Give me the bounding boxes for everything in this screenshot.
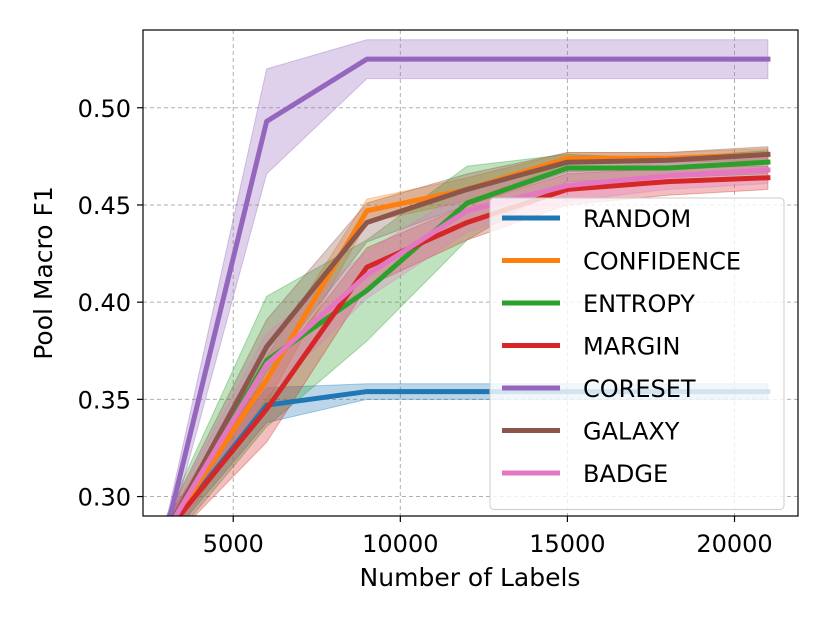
legend-box: [489, 197, 785, 510]
y-tick-label: 0.35: [78, 386, 131, 414]
x-tick-label: 5000: [203, 530, 264, 558]
band-coreset: [166, 39, 769, 516]
legend-label-galaxy: GALAXY: [583, 418, 680, 446]
band-margin: [167, 165, 769, 516]
legend-label-badge: BADGE: [583, 460, 668, 488]
legend-label-confidence: CONFIDENCE: [583, 248, 741, 276]
legend-label-margin: MARGIN: [583, 333, 680, 361]
x-tick-label: 20000: [696, 530, 772, 558]
y-tick-label: 0.50: [78, 95, 131, 123]
legend: RANDOM CONFIDENCE ENTROPY MARGIN CORESET GALA…: [489, 197, 785, 510]
series-line-badge: [172, 167, 771, 516]
series-line-entropy: [172, 159, 771, 516]
series-line-galaxy: [171, 151, 771, 516]
y-tick-label: 0.30: [78, 484, 131, 512]
x-axis: 5000 10000 15000 20000: [203, 516, 773, 558]
y-tick-label: 0.40: [78, 289, 131, 317]
x-axis-label: Number of Labels: [360, 563, 581, 592]
series-line-margin: [175, 175, 771, 516]
x-tick-label: 15000: [529, 530, 605, 558]
y-tick-label: 0.45: [78, 192, 131, 220]
x-tick-label: 10000: [362, 530, 438, 558]
y-axis: 0.30 0.35 0.40 0.45 0.50: [78, 95, 143, 512]
y-axis-label: Pool Macro F1: [29, 186, 58, 360]
legend-label-random: RANDOM: [583, 205, 691, 233]
legend-label-coreset: CORESET: [583, 375, 696, 403]
legend-label-entropy: ENTROPY: [583, 290, 695, 318]
plot-frame: [142, 29, 799, 517]
series-line-coreset: [167, 56, 771, 516]
